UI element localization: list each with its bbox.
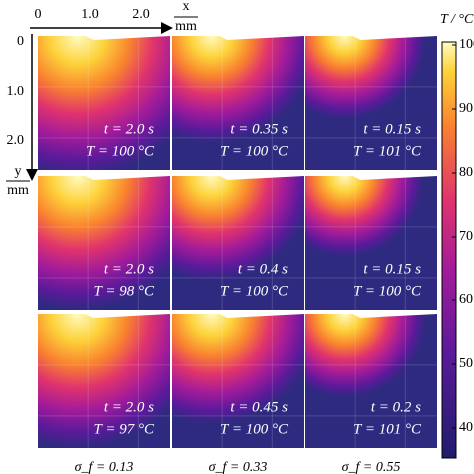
colorbar-tick-label: 50 bbox=[459, 356, 473, 371]
colorbar-tick-label: 90 bbox=[459, 101, 473, 116]
surface-notch bbox=[85, 314, 170, 318]
column-labels: σ_f = 0.13 σ_f = 0.33 σ_f = 0.55 bbox=[75, 460, 401, 474]
panel-time: t = 0.4 s bbox=[238, 261, 288, 277]
surface-notch bbox=[352, 314, 437, 318]
column-label: σ_f = 0.55 bbox=[342, 460, 401, 474]
y-tick-label: 1.0 bbox=[7, 84, 25, 99]
panel-time: t = 0.15 s bbox=[363, 261, 421, 277]
colorbar-tick-label: 70 bbox=[459, 229, 473, 244]
heatmap-field bbox=[305, 36, 437, 170]
colorbar-tick-label: 60 bbox=[459, 292, 473, 307]
panel-temperature: T = 101 °C bbox=[353, 421, 422, 437]
colorbar-ticks: 100 90 80 70 60 50 40 bbox=[452, 37, 474, 435]
column-label: σ_f = 0.13 bbox=[75, 460, 134, 474]
heatmap-field bbox=[38, 176, 170, 310]
panel-time: t = 2.0 s bbox=[104, 261, 154, 277]
heatmap-field bbox=[38, 36, 170, 170]
panel-temperature: T = 100 °C bbox=[220, 143, 289, 159]
heatmap-field bbox=[172, 176, 304, 310]
panel-temperature: T = 100 °C bbox=[220, 421, 289, 437]
heatmap-field bbox=[305, 314, 437, 448]
panel-temperature: T = 97 °C bbox=[94, 421, 155, 437]
panel-temperature: T = 100 °C bbox=[86, 143, 155, 159]
x-tick-label: 1.0 bbox=[81, 7, 99, 22]
panel-time: t = 0.2 s bbox=[371, 399, 421, 415]
surface-notch bbox=[219, 176, 304, 180]
panel-temperature: T = 100 °C bbox=[353, 283, 422, 299]
y-axis-unit: mm bbox=[7, 183, 29, 198]
colorbar bbox=[441, 41, 457, 459]
colorbar-title: T / °C bbox=[440, 12, 474, 27]
colorbar-tick-label: 40 bbox=[459, 420, 473, 435]
surface-notch bbox=[219, 36, 304, 40]
panel-time: t = 0.15 s bbox=[363, 121, 421, 137]
colorbar-tick-label: 80 bbox=[459, 165, 473, 180]
surface-notch bbox=[85, 176, 170, 180]
surface-notch bbox=[352, 36, 437, 40]
panel-time: t = 2.0 s bbox=[104, 121, 154, 137]
panel-time: t = 0.35 s bbox=[230, 121, 288, 137]
panel-temperature: T = 100 °C bbox=[220, 283, 289, 299]
surface-notch bbox=[352, 176, 437, 180]
surface-notch bbox=[219, 314, 304, 318]
y-tick-label: 2.0 bbox=[7, 133, 25, 148]
x-tick-label: 2.0 bbox=[132, 7, 150, 22]
panel-temperature: T = 98 °C bbox=[94, 283, 155, 299]
colorbar-tick-label: 100 bbox=[459, 37, 474, 52]
panel-time: t = 2.0 s bbox=[104, 399, 154, 415]
y-axis-label: y bbox=[15, 164, 22, 179]
heatmap-field bbox=[305, 176, 437, 310]
surface-notch bbox=[85, 36, 170, 40]
heatmap-field bbox=[172, 36, 304, 170]
panel-temperature: T = 101 °C bbox=[353, 143, 422, 159]
y-tick-label: 0 bbox=[17, 34, 24, 49]
x-tick-label: 0 bbox=[35, 7, 42, 22]
column-label: σ_f = 0.33 bbox=[209, 460, 268, 474]
x-axis-label: x bbox=[183, 0, 190, 14]
heatmap-field bbox=[172, 314, 304, 448]
x-axis-unit: mm bbox=[175, 19, 197, 34]
panel-time: t = 0.45 s bbox=[230, 399, 288, 415]
panel-grid: t = 2.0 s T = 100 °C t = 0.35 s T = 100 °C t… bbox=[38, 36, 437, 448]
heatmap-field bbox=[38, 314, 170, 448]
